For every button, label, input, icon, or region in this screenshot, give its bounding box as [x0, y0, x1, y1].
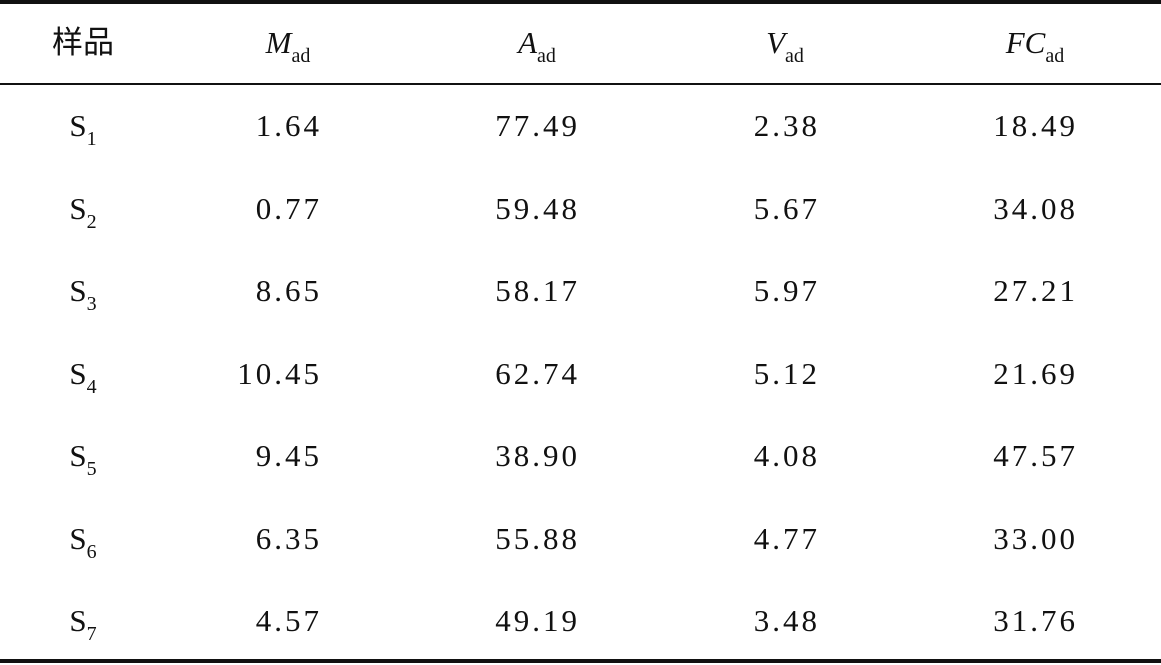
header-cell-main: M — [265, 25, 292, 60]
sample-cell: S2 — [69, 189, 96, 233]
value-cell: 77.49 — [495, 108, 580, 143]
value-cell: 34.08 — [993, 190, 1078, 226]
value-cell: 47.57 — [993, 438, 1078, 473]
value-cell: 4.08 — [753, 438, 820, 473]
value-cell: 0.77 — [255, 190, 322, 226]
header-cell-main: 样品 — [52, 25, 114, 60]
sample-cell-sub: 3 — [86, 293, 97, 315]
sample-cell-main: S — [69, 273, 87, 308]
sample-cell-main: S — [69, 520, 87, 556]
value-cell: 59.48 — [495, 190, 580, 226]
sample-cell: S6 — [69, 519, 96, 563]
sample-cell-sub: 1 — [86, 128, 97, 150]
bottom-rule — [0, 659, 1161, 663]
header-cell-main: A — [518, 25, 538, 60]
sample-cell: S3 — [69, 271, 96, 315]
header-rule — [0, 83, 1161, 85]
sample-cell-sub: 2 — [86, 210, 97, 233]
top-rule — [0, 0, 1161, 4]
value-cell: 5.97 — [753, 273, 820, 308]
sample-cell: S1 — [69, 106, 96, 150]
value-cell: 27.21 — [993, 273, 1078, 308]
sample-cell-main: S — [69, 108, 87, 143]
header-cell-main: V — [766, 25, 786, 60]
value-cell: 33.00 — [993, 520, 1078, 556]
sample-cell-sub: 5 — [86, 458, 97, 480]
header-cell: 样品 — [52, 23, 114, 63]
sample-cell-sub: 7 — [86, 623, 97, 645]
sample-cell-main: S — [69, 355, 87, 391]
value-cell: 18.49 — [993, 108, 1078, 143]
sample-cell-main: S — [69, 190, 87, 226]
value-cell: 2.38 — [753, 108, 820, 143]
value-cell: 4.77 — [753, 520, 820, 556]
sample-cell-main: S — [69, 438, 87, 473]
value-cell: 55.88 — [495, 520, 580, 556]
value-cell: 5.12 — [753, 355, 820, 391]
value-cell: 4.57 — [255, 603, 322, 638]
header-cell-sub: ad — [785, 45, 804, 67]
value-cell: 1.64 — [255, 108, 322, 143]
header-cell-sub: ad — [537, 45, 556, 67]
header-cell: Mad — [265, 23, 311, 67]
value-cell: 21.69 — [993, 355, 1078, 391]
value-cell: 49.19 — [495, 603, 580, 638]
value-cell: 38.90 — [495, 438, 580, 473]
header-cell: Vad — [766, 23, 804, 67]
sample-cell-main: S — [69, 603, 87, 638]
value-cell: 8.65 — [255, 273, 322, 308]
value-cell: 3.48 — [753, 603, 820, 638]
sample-cell-sub: 4 — [86, 375, 97, 398]
header-cell-sub: ad — [291, 45, 311, 67]
value-cell: 10.45 — [237, 355, 322, 391]
sample-cell: S4 — [69, 354, 96, 398]
value-cell: 6.35 — [255, 520, 322, 556]
header-cell: FCad — [1005, 23, 1065, 67]
value-cell: 31.76 — [993, 603, 1078, 638]
sample-cell-sub: 6 — [86, 540, 97, 563]
value-cell: 5.67 — [753, 190, 820, 226]
header-cell-main: FC — [1005, 25, 1046, 60]
value-cell: 62.74 — [495, 355, 580, 391]
header-cell: Aad — [518, 23, 556, 67]
value-cell: 58.17 — [495, 273, 580, 308]
sample-cell: S7 — [69, 601, 96, 645]
sample-cell: S5 — [69, 436, 96, 480]
header-cell-sub: ad — [1045, 45, 1065, 67]
value-cell: 9.45 — [255, 438, 322, 473]
